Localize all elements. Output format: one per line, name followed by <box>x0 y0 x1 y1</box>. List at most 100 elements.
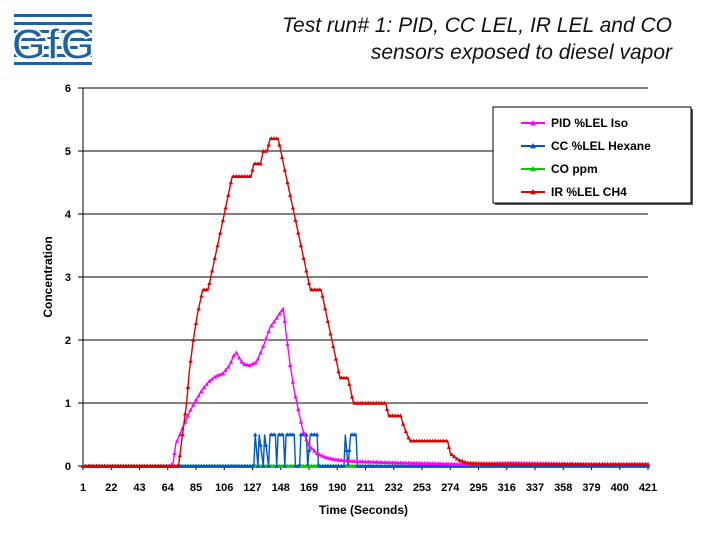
marker-3-136 <box>446 444 452 449</box>
y-axis-ticks: 0 1 2 3 4 5 6 <box>65 83 83 473</box>
marker-3-75 <box>282 167 287 172</box>
marker-0-90 <box>322 454 328 459</box>
marker-1-65 <box>255 463 261 468</box>
marker-0-44 <box>199 389 204 394</box>
marker-0-70 <box>269 323 274 328</box>
gfg-logo: GfG <box>10 10 96 70</box>
y-tick-label-5: 5 <box>65 146 71 158</box>
marker-3-36 <box>177 453 183 458</box>
marker-3-91 <box>325 318 331 323</box>
marker-3-88 <box>317 287 322 292</box>
chart-title: Test run# 1: PID, CC LEL, IR LEL and CO … <box>120 12 672 66</box>
x-tick-label-8: 169 <box>300 482 318 494</box>
series-0 <box>80 306 651 468</box>
series-line-0 <box>83 306 648 467</box>
x-tick-label-14: 295 <box>469 482 487 494</box>
marker-1-63 <box>250 463 255 468</box>
marker-0-49 <box>212 374 218 379</box>
marker-3-119 <box>400 421 406 426</box>
marker-3-95 <box>336 369 341 374</box>
x-tick-label-1: 22 <box>105 482 117 494</box>
series-3 <box>80 136 651 468</box>
marker-3-138 <box>452 454 457 459</box>
marker-3-40 <box>188 358 193 363</box>
marker-3-120 <box>403 429 409 434</box>
marker-0-94 <box>333 457 339 462</box>
marker-3-37 <box>180 432 185 437</box>
marker-0-39 <box>185 413 191 418</box>
marker-0-43 <box>196 393 201 398</box>
marker-1-99 <box>347 448 352 453</box>
x-tick-label-20: 421 <box>639 482 657 494</box>
gridlines <box>83 87 648 404</box>
marker-3-73 <box>277 142 282 147</box>
marker-1-66 <box>258 442 263 447</box>
marker-3-43 <box>196 306 201 311</box>
marker-3-38 <box>183 411 188 416</box>
marker-0-66 <box>258 350 263 355</box>
marker-0-57 <box>234 350 239 355</box>
x-axis-label: Time (Seconds) <box>319 503 408 517</box>
legend-marker-3 <box>530 189 536 195</box>
marker-3-77 <box>287 192 293 197</box>
legend-label-2: CO ppm <box>551 162 598 176</box>
marker-0-69 <box>266 328 271 333</box>
marker-3-68 <box>263 148 269 153</box>
x-tick-label-19: 400 <box>611 482 629 494</box>
marker-3-76 <box>285 180 290 185</box>
legend-label-1: CC %LEL Hexane <box>551 139 651 153</box>
legend-marker-1 <box>530 143 536 149</box>
marker-0-93 <box>331 456 336 461</box>
marker-0-58 <box>236 355 242 360</box>
marker-0-47 <box>207 378 212 383</box>
marker-0-48 <box>209 376 215 381</box>
x-tick-label-16: 337 <box>526 482 544 494</box>
marker-0-97 <box>341 458 347 463</box>
marker-3-80 <box>296 230 301 235</box>
marker-0-83 <box>304 437 309 442</box>
marker-0-92 <box>328 456 333 461</box>
marker-3-41 <box>191 337 196 342</box>
marker-3-121 <box>406 435 411 440</box>
marker-0-75 <box>282 318 287 323</box>
x-tick-label-6: 127 <box>243 482 261 494</box>
marker-0-74 <box>279 307 285 312</box>
marker-3-99 <box>347 381 352 386</box>
marker-0-67 <box>261 344 266 349</box>
x-tick-label-18: 379 <box>582 482 600 494</box>
marker-1-75 <box>282 463 287 468</box>
marker-0-53 <box>223 367 228 372</box>
marker-3-42 <box>193 321 199 325</box>
legend-item-2: CO ppm <box>521 162 598 176</box>
y-tick-label-4: 4 <box>65 209 72 221</box>
marker-3-39 <box>185 385 191 390</box>
marker-3-139 <box>454 456 460 461</box>
marker-0-102 <box>355 459 360 464</box>
title-line-2: sensors exposed to diesel vapor <box>370 41 672 64</box>
marker-3-50 <box>215 243 220 248</box>
marker-0-79 <box>293 394 298 399</box>
marker-0-56 <box>231 353 236 358</box>
marker-0-96 <box>339 457 344 462</box>
series-markers-3 <box>80 136 651 468</box>
x-tick-label-10: 211 <box>357 482 375 494</box>
marker-3-48 <box>209 268 215 273</box>
marker-0-63 <box>250 361 255 366</box>
marker-0-89 <box>320 453 325 458</box>
marker-0-84 <box>306 442 312 447</box>
marker-3-98 <box>344 375 349 380</box>
x-tick-label-4: 85 <box>190 482 202 494</box>
x-tick-label-13: 274 <box>441 482 460 494</box>
marker-0-54 <box>226 364 231 369</box>
y-tick-label-3: 3 <box>65 272 71 284</box>
marker-0-64 <box>252 360 258 365</box>
marker-3-78 <box>290 205 296 210</box>
marker-3-118 <box>398 413 403 418</box>
marker-3-137 <box>449 452 454 457</box>
marker-0-78 <box>290 379 296 384</box>
y-tick-label-2: 2 <box>65 335 71 347</box>
marker-3-93 <box>331 344 336 349</box>
marker-0-71 <box>271 319 277 324</box>
x-tick-label-11: 232 <box>385 482 403 494</box>
